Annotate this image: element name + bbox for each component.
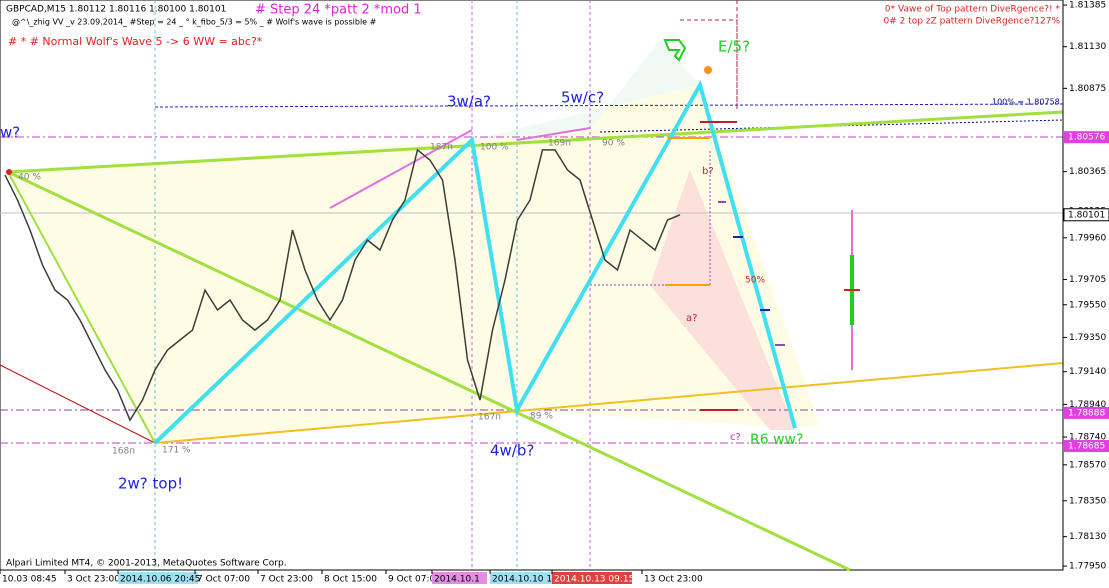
annotation: 187п xyxy=(430,143,453,153)
trend-line xyxy=(154,362,1064,444)
annotation: b? xyxy=(702,166,714,177)
annotation: 2w? top! xyxy=(118,475,183,493)
annotation: 0# 2 top zZ pattern DiveRgence?127% xyxy=(884,17,1061,27)
x-tick-label: 3 Oct 23:00 xyxy=(67,575,120,585)
annotation: 168п xyxy=(112,447,135,457)
box xyxy=(680,19,738,110)
price-label-box xyxy=(1064,131,1109,144)
point xyxy=(6,169,12,175)
x-tick-label: 8 Oct 15:00 xyxy=(324,575,377,585)
arrow-icon xyxy=(663,39,687,62)
y-tick-label: 1.80875 xyxy=(1069,84,1106,94)
annotation: # Step 24 *patt 2 *mod 1 xyxy=(255,3,422,18)
chart-title: GBPCAD,M15 1.80112 1.80116 1.80100 1.801… xyxy=(6,5,226,15)
y-tick-label: 1.79350 xyxy=(1069,333,1106,343)
annotation: 100 % xyxy=(480,143,509,153)
price-label-box xyxy=(1063,208,1109,222)
wave-line xyxy=(516,127,591,141)
overlays xyxy=(0,0,1064,572)
x-tick-label: 7 Oct 23:00 xyxy=(260,575,313,585)
y-tick-label: 1.79550 xyxy=(1069,300,1106,310)
annotation: 3w/a? xyxy=(447,93,491,111)
price-line xyxy=(4,148,681,422)
annotation: 50% xyxy=(745,276,765,286)
annotation: 4w/b? xyxy=(490,442,534,460)
annotation: 100% = 1.80758 xyxy=(992,98,1060,107)
target-zone xyxy=(650,170,795,430)
level-line xyxy=(154,103,1064,108)
level-line xyxy=(599,119,1064,133)
price-label-box xyxy=(1064,406,1109,419)
y-tick-label: 1.78570 xyxy=(1069,460,1106,470)
y-tick-label: 1.79960 xyxy=(1069,233,1106,243)
price-label: 1.78888 xyxy=(1068,408,1105,418)
x-tick-label: 2014.10.06 20:45 xyxy=(120,575,200,585)
x-label-box xyxy=(552,572,632,584)
annotation: 89 % xyxy=(530,412,553,422)
x-label-box xyxy=(432,572,487,584)
annotation: 167п xyxy=(478,413,501,423)
trend-line xyxy=(0,364,156,444)
y-tick-label: 1.78940 xyxy=(1069,400,1106,410)
pattern-zone xyxy=(8,85,820,443)
annotation: w? xyxy=(0,124,20,142)
annotation: 5w/c? xyxy=(561,89,604,107)
price-label-box xyxy=(1064,440,1109,453)
annotation: 169п xyxy=(548,139,571,149)
annotation: R6 ww? xyxy=(750,432,803,448)
annotation: 40 % xyxy=(18,173,41,183)
price-label: 1.78685 xyxy=(1068,442,1105,452)
wave-zone xyxy=(472,40,700,140)
trend-line xyxy=(7,171,156,444)
annotation: 171 % xyxy=(162,446,191,456)
annotation: 0* Vawe of Top pattern DiveRgence?! * xyxy=(885,5,1061,15)
x-tick-label: 13 Oct 23:00 xyxy=(644,575,703,585)
y-tick-label: 1.78130 xyxy=(1069,532,1106,542)
x-label-box xyxy=(118,572,198,584)
annotation: c? xyxy=(730,432,741,443)
y-tick-label: 1.78350 xyxy=(1069,496,1106,506)
subtitle: @^\_zhig VV _v 23.09.2014_ #Step = 24 _ … xyxy=(12,18,377,27)
price-label: 1.80576 xyxy=(1068,133,1105,143)
footer: Alpari Limited MT4, © 2001-2013, MetaQuo… xyxy=(6,559,287,569)
x-tick-label: 2014.10.13 09:15 xyxy=(554,575,634,585)
y-tick-label: 1.77950 xyxy=(1069,562,1106,572)
annotation: E/5? xyxy=(718,38,750,56)
annotation: a? xyxy=(686,313,697,324)
x-tick-label: 2014.10.10 15:3 xyxy=(492,575,567,585)
price-label: 1.80101 xyxy=(1068,210,1105,220)
point xyxy=(704,66,712,74)
x-tick-label: 7 Oct 07:00 xyxy=(197,575,250,585)
x-tick-label: 9 Oct 07:00 xyxy=(388,575,441,585)
y-tick-label: 1.78740 xyxy=(1069,433,1106,443)
annotation: # * # Normal Wolf's Wave 5 -> 6 WW = abc… xyxy=(8,35,263,48)
trend-line xyxy=(7,170,851,572)
x-tick-label: 2014.10.1 xyxy=(434,575,480,585)
y-tick-label: 1.79705 xyxy=(1069,275,1106,285)
y-tick-label: 1.81385 xyxy=(1069,1,1106,11)
x-label-box xyxy=(490,572,570,584)
wave-line xyxy=(329,129,473,209)
y-tick-label: 1.79140 xyxy=(1069,367,1106,377)
y-tick-label: 1.81130 xyxy=(1069,42,1106,52)
annotation: 90 % xyxy=(602,139,625,149)
x-tick-label: 10.03 08:45 xyxy=(2,575,57,585)
trend-line xyxy=(7,110,1064,174)
y-tick-label: 1.80365 xyxy=(1069,167,1106,177)
